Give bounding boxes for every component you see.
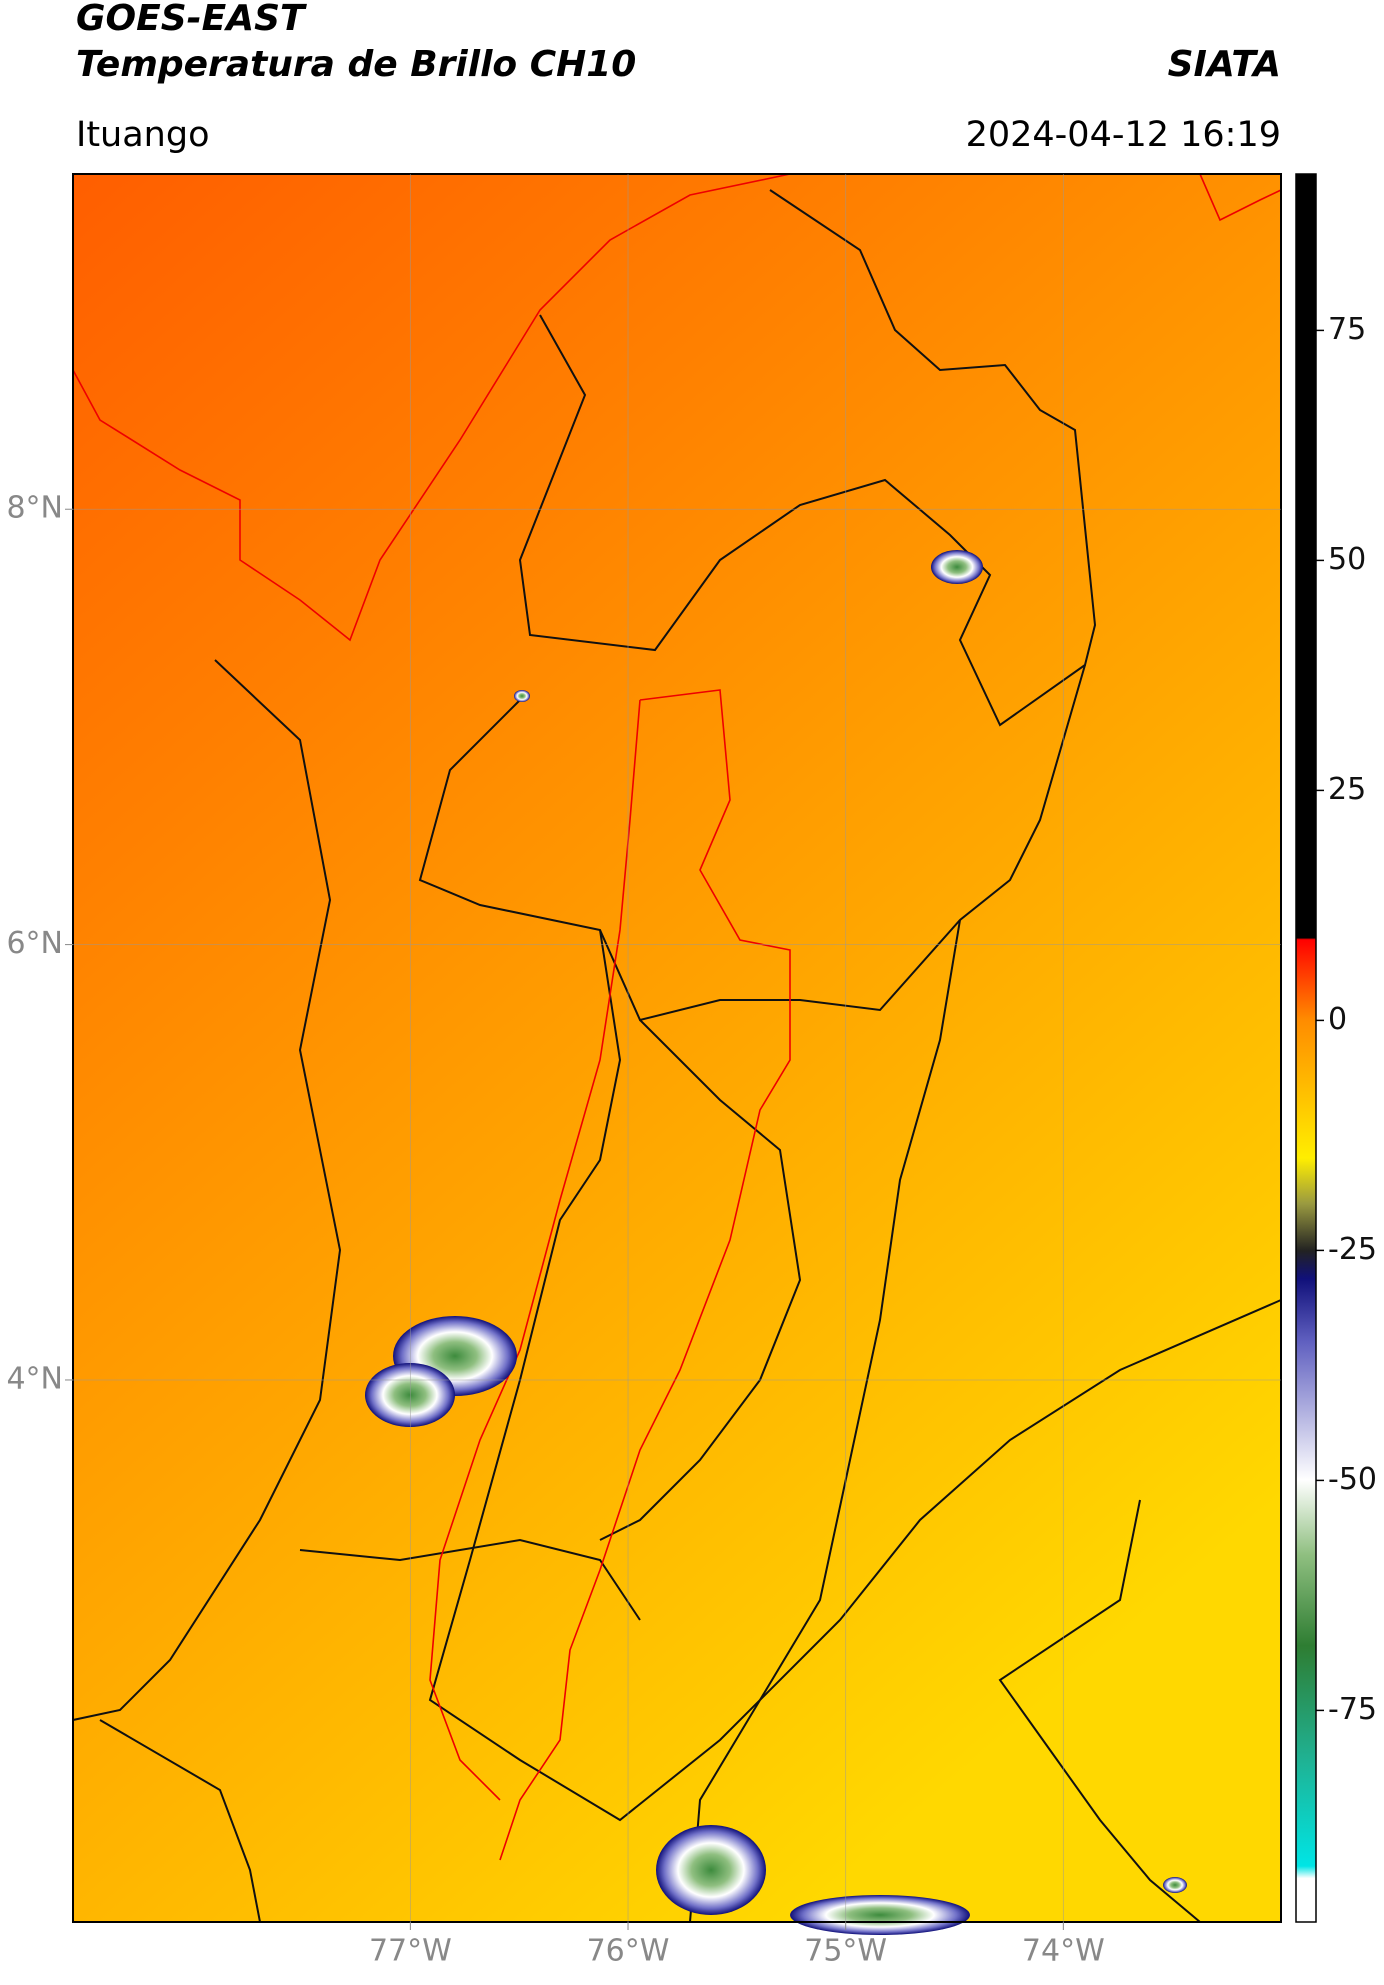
y-tick-label: 8°N (6, 491, 63, 526)
y-tick-label: 6°N (6, 926, 63, 961)
map-background (73, 174, 1281, 1922)
colorbar-tick-label: -50 (1328, 1462, 1377, 1497)
clouds (365, 550, 1187, 1935)
cloud (1163, 1877, 1187, 1893)
colorbar (1295, 173, 1317, 1923)
datetime: 2024-04-12 16:19 (966, 115, 1281, 155)
colorbar-tick-label: -25 (1328, 1232, 1377, 1267)
cloud (656, 1825, 766, 1915)
cloud (931, 550, 983, 584)
colorbar-tick-label: 50 (1328, 542, 1366, 577)
x-tick-label: 76°W (587, 1934, 670, 1969)
satellite: GOES-EAST (76, 0, 307, 39)
colorbar-tick-label: -75 (1328, 1692, 1377, 1727)
colorbar-tick-label: 25 (1328, 772, 1366, 807)
cloud (790, 1895, 970, 1935)
product: Temperatura de Brillo CH10 (76, 44, 636, 85)
x-tick-label: 77°W (369, 1934, 452, 1969)
x-tick-label: 74°W (1022, 1934, 1105, 1969)
x-tick-label: 75°W (804, 1934, 887, 1969)
map-frame (72, 173, 1282, 1923)
map (72, 173, 1282, 1935)
colorbar-tick-label: 75 (1328, 312, 1366, 347)
colorbar-tick-label: 0 (1328, 1002, 1347, 1037)
location: Ituango (76, 115, 210, 155)
y-tick-label: 4°N (6, 1361, 63, 1396)
department-outline (72, 173, 1282, 1861)
cloud (514, 690, 530, 702)
borders (72, 189, 1282, 1923)
agency: SIATA (1168, 44, 1281, 85)
